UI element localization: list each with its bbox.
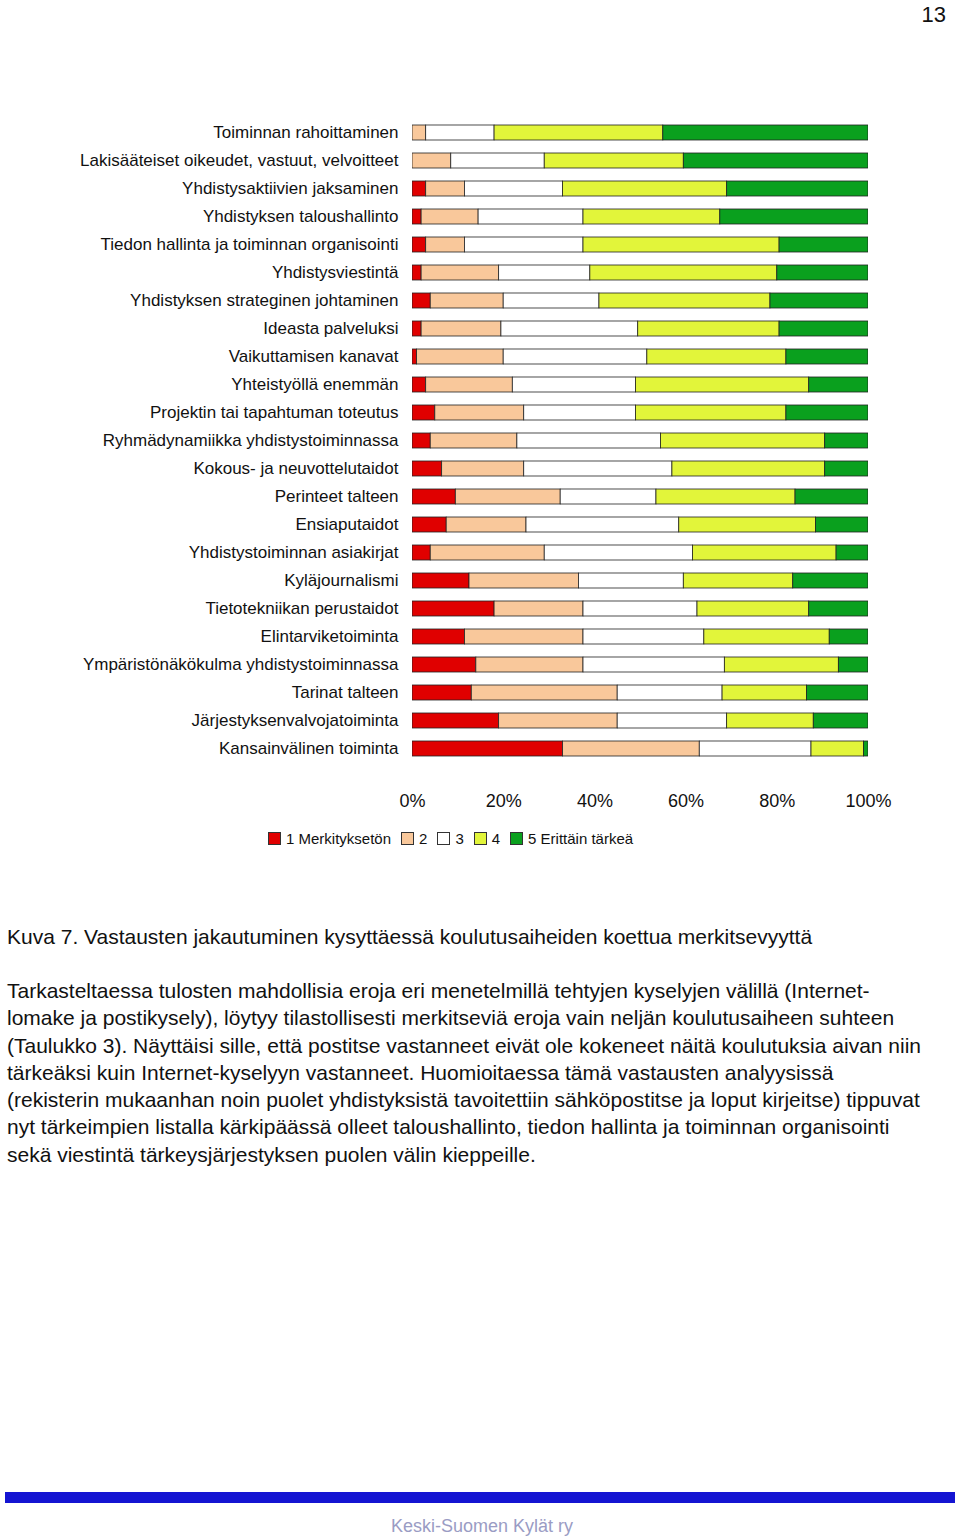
svg-text:Kokous- ja neuvottelutaidot: Kokous- ja neuvottelutaidot (193, 459, 398, 478)
svg-text:Tietotekniikan perustaidot: Tietotekniikan perustaidot (205, 599, 398, 618)
svg-text:Ympäristönäkökulma yhdistystoi: Ympäristönäkökulma yhdistystoiminnassa (83, 655, 399, 674)
svg-text:Yhdistysviestintä: Yhdistysviestintä (272, 263, 399, 282)
html-text:3: 3 (455, 830, 464, 847)
html-text:13: 13 (921, 2, 946, 27)
svg-text:Yhdistystoiminnan asiakirjat: Yhdistystoiminnan asiakirjat (189, 543, 399, 562)
svg-text:40%: 40% (577, 791, 613, 811)
svg-text:20%: 20% (486, 791, 522, 811)
svg-text:0%: 0% (399, 791, 425, 811)
svg-text:80%: 80% (759, 791, 795, 811)
svg-text:Ideasta palveluksi: Ideasta palveluksi (263, 319, 398, 338)
svg-text:Ensiaputaidot: Ensiaputaidot (295, 515, 398, 534)
svg-text:Projektin tai tapahtuman toteu: Projektin tai tapahtuman toteutus (150, 403, 399, 422)
svg-text:60%: 60% (668, 791, 704, 811)
svg-text:Vaikuttamisen kanavat: Vaikuttamisen kanavat (229, 347, 399, 366)
html-text:4: 4 (491, 830, 501, 847)
svg-text:Yhdistyksen taloushallinto: Yhdistyksen taloushallinto (203, 207, 399, 226)
svg-text:Yhdistyksen strateginen johtam: Yhdistyksen strateginen johtaminen (130, 291, 398, 310)
html-text:2: 2 (419, 830, 428, 847)
svg-text:Toiminnan rahoittaminen: Toiminnan rahoittaminen (213, 123, 398, 142)
svg-text:Järjestyksenvalvojatoiminta: Järjestyksenvalvojatoiminta (192, 711, 399, 730)
svg-text:Perinteet talteen: Perinteet talteen (275, 487, 399, 506)
svg-text:Elintarviketoiminta: Elintarviketoiminta (261, 627, 399, 646)
svg-text:Kansainvälinen toiminta: Kansainvälinen toiminta (219, 739, 399, 758)
svg-text:Kyläjournalismi: Kyläjournalismi (284, 571, 398, 590)
html-text:Kuva 7. Vastausten jakautumine: Kuva 7. Vastausten jakautuminen kysyttäe… (7, 925, 813, 948)
svg-text:Lakisääteiset oikeudet, vastuu: Lakisääteiset oikeudet, vastuut, velvoit… (80, 151, 399, 170)
html-text:5 Erittäin tärkeä: 5 Erittäin tärkeä (528, 830, 634, 847)
html-text:Keski-Suomen Kylät ry: Keski-Suomen Kylät ry (391, 1516, 573, 1536)
svg-text:Yhdistysaktiivien jaksaminen: Yhdistysaktiivien jaksaminen (182, 179, 398, 198)
html-text:Tarkasteltaessa tulosten mahdo: Tarkasteltaessa tulosten mahdollisia ero… (7, 979, 921, 1166)
html-text:1 Merkityksetön: 1 Merkityksetön (286, 830, 391, 847)
svg-text:Tarinat talteen: Tarinat talteen (292, 683, 399, 702)
svg-text:Ryhmädynamiikka yhdistystoimin: Ryhmädynamiikka yhdistystoiminnassa (103, 431, 399, 450)
svg-text:Tiedon hallinta ja toiminnan o: Tiedon hallinta ja toiminnan organisoint… (101, 235, 399, 254)
svg-text:Yhteistyöllä enemmän: Yhteistyöllä enemmän (231, 375, 398, 394)
svg-text:100%: 100% (845, 791, 891, 811)
